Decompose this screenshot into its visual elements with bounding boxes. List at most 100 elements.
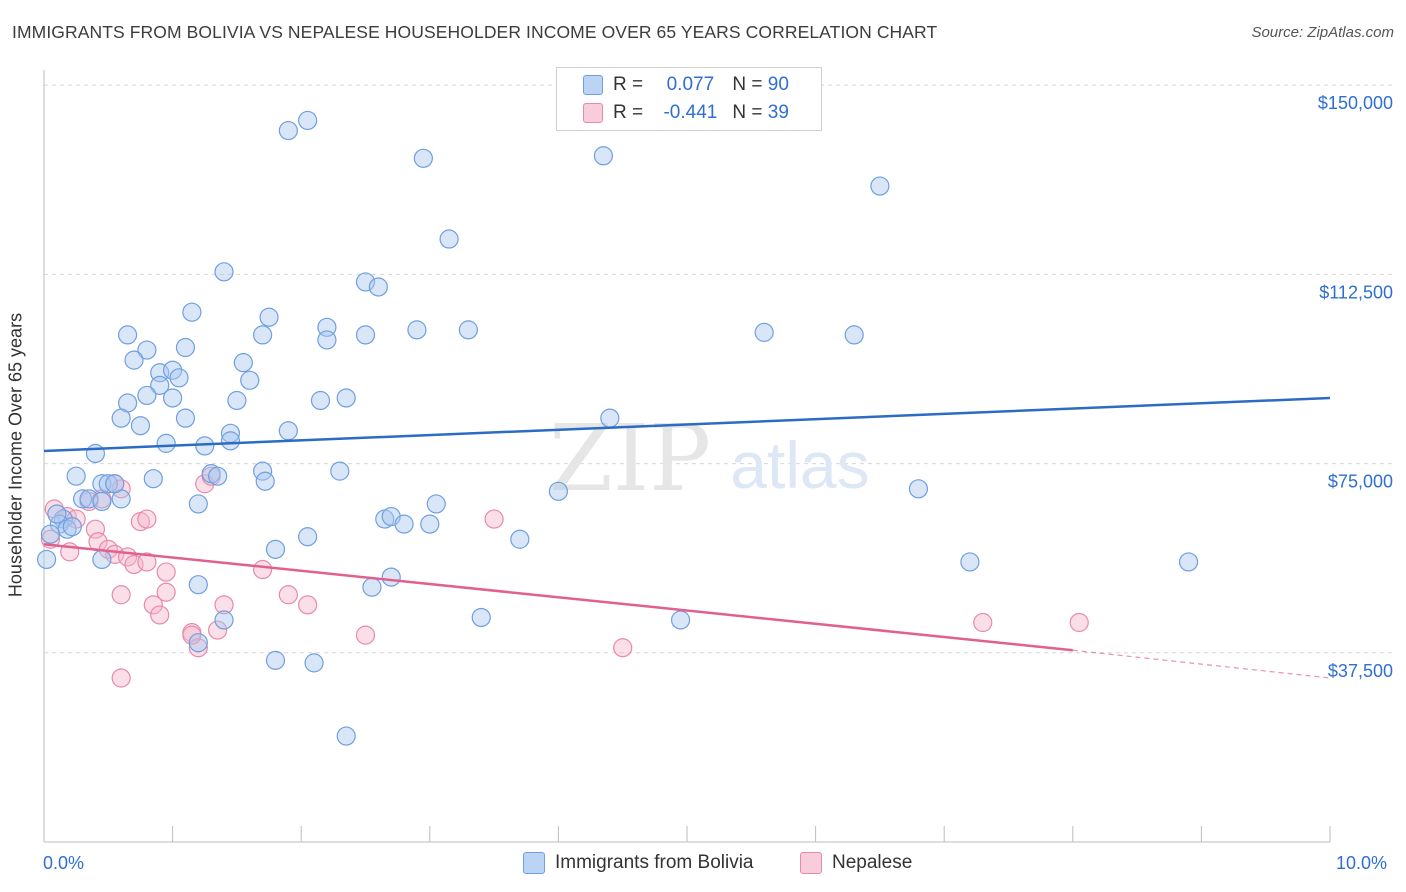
bolivia-point [72, 489, 93, 509]
nepalese-point [188, 638, 208, 658]
bolivia-point [298, 110, 318, 131]
legend-n-value: 90 [767, 74, 789, 95]
y-tick-label: $112,500 [1319, 282, 1393, 302]
nepalese-point [137, 509, 157, 529]
bolivia-point [593, 146, 614, 166]
bolivia-point [188, 494, 208, 514]
nepalese-point [484, 509, 504, 529]
bolivia-point [304, 653, 324, 673]
bolivia-point [62, 517, 82, 537]
legend-r-value: -0.441 [663, 102, 718, 123]
bolivia-point [150, 375, 170, 395]
legend-row-bolivia: R = 0.077 N = 90 [583, 74, 789, 96]
bolivia-point [298, 527, 318, 547]
bolivia-point [253, 325, 273, 345]
nepalese-point [208, 620, 228, 640]
bottom-legend-swatch-pink [800, 852, 822, 874]
bolivia-point [182, 302, 202, 322]
legend-r-label: R = [613, 102, 644, 123]
bolivia-point [265, 650, 286, 670]
bolivia-point [117, 325, 138, 345]
bolivia-point [175, 337, 196, 358]
bolivia-point [670, 610, 691, 630]
bolivia-point [310, 390, 331, 411]
bolivia-point [317, 330, 337, 350]
bolivia-point [47, 504, 67, 524]
y-axis-label: Householder Income Over 65 years [5, 312, 26, 598]
bolivia-point [908, 479, 929, 499]
nepalese-point [355, 625, 376, 645]
nepalese-point [156, 562, 176, 582]
bolivia-point [394, 514, 414, 534]
legend-swatch-pink [583, 103, 603, 123]
bolivia-point [98, 474, 118, 494]
nepalese-point [214, 595, 234, 615]
x-tick-label-min: 0.0% [43, 853, 85, 873]
nepalese-point [298, 595, 318, 615]
bolivia-point [188, 575, 208, 595]
nepalese-point [111, 479, 131, 499]
bolivia-point [510, 529, 530, 549]
bolivia-point [259, 307, 279, 327]
y-axis-label-wrap: Householder Income Over 65 years [6, 313, 27, 597]
bolivia-point [105, 474, 125, 494]
nepalese-point [111, 668, 131, 688]
watermark: ZIP atlas [549, 405, 870, 512]
legend-n-label: N = [732, 74, 763, 95]
legend-r-label: R = [613, 74, 644, 95]
bolivia-point [130, 416, 151, 436]
nepalese-point [973, 612, 993, 633]
bolivia-point [471, 607, 491, 628]
correlation-legend: R = 0.077 N = 90 R = -0.441 N = 39 [556, 67, 822, 131]
bolivia-point [439, 229, 459, 249]
bolivia-point [85, 443, 106, 464]
bolivia-point [220, 431, 241, 451]
bolivia-point [188, 633, 208, 653]
bolivia-point [66, 466, 86, 486]
legend-r-value: 0.077 [666, 74, 715, 95]
bolivia-point [407, 320, 427, 340]
bolivia-point [336, 726, 356, 746]
bottom-legend-bolivia: Immigrants from Bolivia [523, 852, 754, 874]
legend-n-label: N = [732, 102, 763, 123]
trend-lines [43, 396, 1331, 679]
y-tick-labels: $37,500 $75,000 $112,500 $150,000 [1318, 93, 1393, 681]
bolivia-point [754, 322, 774, 342]
bolivia-point [278, 421, 298, 441]
nepalese-point [1069, 612, 1089, 633]
bolivia-point [240, 370, 260, 390]
nepalese-point [137, 552, 157, 572]
bolivia-point [336, 388, 356, 408]
bolivia-point [111, 408, 131, 428]
bolivia-point [426, 494, 446, 514]
bolivia-point [214, 262, 234, 282]
y-tick-label: $37,500 [1328, 661, 1393, 681]
bolivia-point [265, 539, 286, 559]
source-label: Source: ZipAtlas.com [1251, 24, 1394, 41]
axes-layer [43, 70, 1331, 843]
bolivia-point [413, 148, 433, 168]
legend-row-nepalese: R = -0.441 N = 39 [583, 102, 789, 124]
nepalese-trend-extension [1072, 649, 1331, 679]
bolivia-point [870, 176, 890, 196]
bolivia-point [137, 385, 157, 406]
bolivia-point [278, 120, 298, 141]
bolivia-point [137, 340, 157, 360]
bolivia-point [40, 524, 61, 544]
bolivia-point [214, 610, 234, 630]
bolivia-point [1178, 552, 1199, 572]
nepalese-point [278, 585, 298, 605]
nepalese-points [40, 466, 1089, 688]
bolivia-point [458, 320, 478, 340]
bolivia-point [156, 433, 176, 453]
bolivia-point [600, 408, 620, 428]
bottom-legend-label-bolivia: Immigrants from Bolivia [555, 852, 754, 873]
bolivia-point [255, 471, 275, 491]
nepalese-point [85, 519, 106, 539]
bolivia-point [169, 368, 189, 388]
bolivia-point [163, 360, 183, 380]
bolivia-point [124, 350, 144, 370]
bolivia-point [208, 466, 228, 486]
bolivia-point [175, 408, 196, 428]
